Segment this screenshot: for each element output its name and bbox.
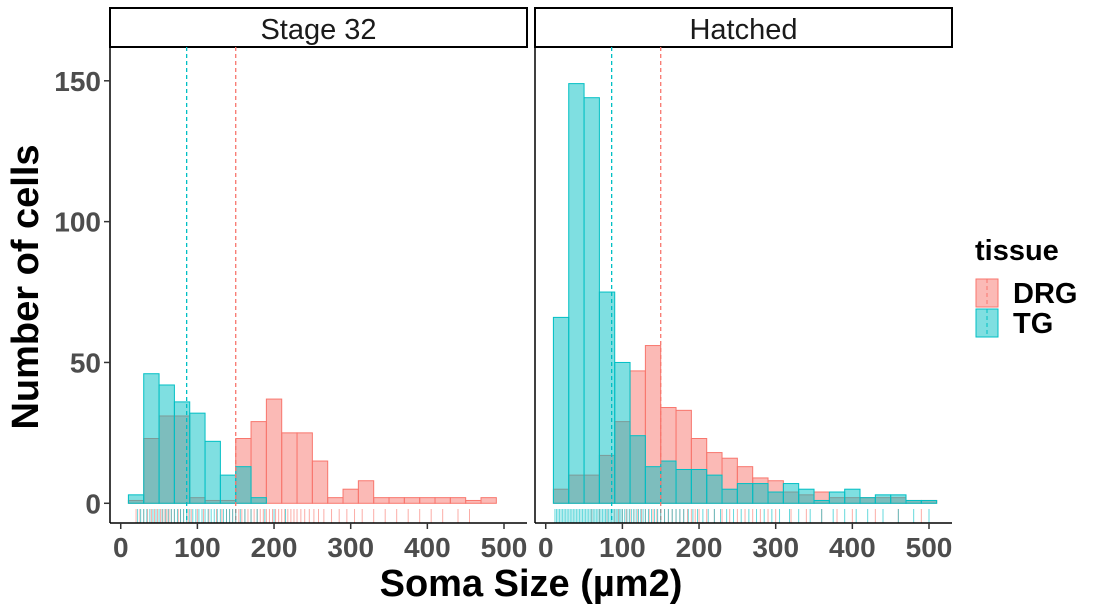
bar-drg-17 bbox=[388, 497, 405, 504]
facet-strip-box bbox=[109, 7, 528, 48]
legend-label: TG bbox=[1013, 308, 1053, 340]
x-tick-label: 300 bbox=[752, 532, 799, 563]
facet-strip: Stage 32 bbox=[109, 7, 528, 48]
x-tick-label: 300 bbox=[327, 532, 374, 563]
facet-strip-label: Hatched bbox=[689, 14, 797, 46]
bar-drg-22 bbox=[465, 499, 482, 504]
bar-tg-20 bbox=[859, 497, 876, 504]
bar-drg-21 bbox=[449, 497, 467, 504]
bar-drg-16 bbox=[373, 497, 390, 504]
bar-drg-20 bbox=[434, 497, 451, 504]
series-tg-bars bbox=[552, 83, 938, 504]
y-tick-label: 150 bbox=[54, 66, 101, 97]
bar-tg-2 bbox=[583, 97, 600, 504]
bar-tg-7 bbox=[660, 460, 677, 504]
x-axis-title: Soma Size (µm2) bbox=[380, 563, 683, 605]
y-tick-label: 0 bbox=[85, 488, 101, 519]
bar-drg-19 bbox=[419, 497, 436, 504]
panel-1: Hatched 0 100 200 300 400 500 bbox=[534, 7, 953, 563]
facet-strip-label: Stage 32 bbox=[260, 14, 376, 46]
bar-tg-23 bbox=[905, 499, 922, 504]
x-tick-label: 200 bbox=[676, 532, 723, 563]
x-tick-label: 100 bbox=[599, 532, 646, 563]
bar-tg-22 bbox=[890, 494, 907, 504]
bar-tg-6 bbox=[644, 466, 662, 504]
bar-tg-3 bbox=[598, 291, 616, 504]
bar-tg-17 bbox=[813, 499, 830, 504]
bar-tg-15 bbox=[782, 483, 800, 504]
bar-tg-3 bbox=[173, 401, 191, 504]
legend-title: tissue bbox=[975, 235, 1059, 267]
bar-tg-21 bbox=[874, 494, 892, 504]
x-tick-label: 400 bbox=[404, 532, 451, 563]
x-tick-label: 500 bbox=[481, 532, 528, 563]
panel-0: Stage 32 0 100 200 300 400 500 0 50 100 150 bbox=[54, 7, 528, 563]
bar-tg-9 bbox=[690, 468, 708, 504]
bar-tg-18 bbox=[828, 491, 846, 504]
bar-tg-14 bbox=[767, 491, 784, 504]
bar-drg-8 bbox=[250, 421, 267, 504]
bar-tg-8 bbox=[250, 497, 267, 504]
x-tick-label: 100 bbox=[174, 532, 221, 563]
bar-tg-2 bbox=[158, 384, 175, 504]
rug-tg bbox=[554, 509, 930, 523]
bar-drg-11 bbox=[296, 432, 313, 504]
bar-tg-13 bbox=[752, 483, 769, 504]
bar-tg-1 bbox=[143, 373, 160, 504]
facet-strip-box bbox=[534, 7, 953, 48]
bar-tg-0 bbox=[552, 316, 570, 504]
x-tick-label: 0 bbox=[538, 532, 554, 563]
bar-drg-9 bbox=[265, 398, 283, 504]
x-tick-label: 0 bbox=[113, 532, 129, 563]
legend-entry-tg: TG bbox=[975, 308, 1053, 340]
bar-drg-14 bbox=[342, 488, 359, 504]
facet-panels: Stage 32 0 100 200 300 400 500 0 50 100 150 Hatched… bbox=[54, 7, 953, 563]
bar-tg-11 bbox=[721, 488, 738, 504]
bar-tg-8 bbox=[675, 468, 692, 504]
bar-tg-24 bbox=[920, 499, 938, 504]
bar-drg-12 bbox=[311, 460, 329, 504]
legend-label: DRG bbox=[1013, 278, 1077, 310]
bar-drg-15 bbox=[357, 480, 375, 504]
bar-tg-19 bbox=[844, 488, 861, 504]
bar-tg-12 bbox=[736, 483, 754, 504]
x-tick-label: 500 bbox=[906, 532, 953, 563]
bar-tg-5 bbox=[629, 435, 646, 504]
x-tick-label: 400 bbox=[829, 532, 876, 563]
bar-drg-23 bbox=[480, 497, 497, 504]
bar-tg-0 bbox=[127, 494, 145, 504]
rug-tg bbox=[137, 509, 287, 523]
bar-tg-1 bbox=[568, 83, 585, 504]
bar-tg-6 bbox=[219, 474, 237, 504]
bar-drg-10 bbox=[281, 432, 298, 504]
legend-entry-drg: DRG bbox=[975, 278, 1077, 310]
x-tick-label: 200 bbox=[251, 532, 298, 563]
bar-tg-16 bbox=[798, 488, 815, 504]
series-tg-bars bbox=[127, 373, 267, 504]
y-axis-title: Number of cells bbox=[5, 144, 47, 429]
bar-tg-7 bbox=[235, 466, 252, 504]
y-tick-label: 50 bbox=[70, 347, 101, 378]
bar-tg-5 bbox=[204, 440, 221, 504]
facet-strip: Hatched bbox=[534, 7, 953, 48]
bar-drg-13 bbox=[327, 497, 344, 504]
bar-drg-18 bbox=[403, 497, 421, 504]
bar-tg-10 bbox=[706, 474, 723, 504]
y-tick-label: 100 bbox=[54, 207, 101, 238]
bar-tg-4 bbox=[189, 412, 206, 504]
bar-tg-4 bbox=[614, 361, 631, 504]
